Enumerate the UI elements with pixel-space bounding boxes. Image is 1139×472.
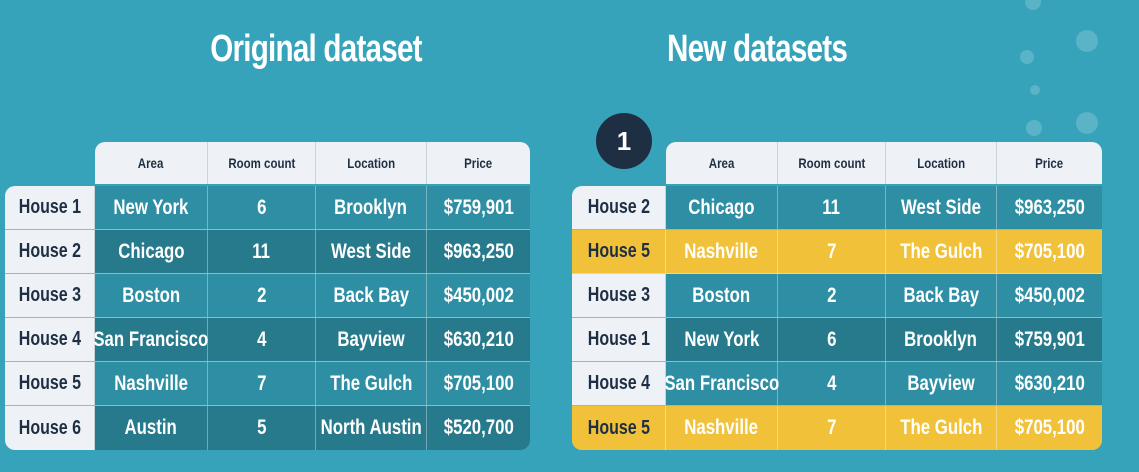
decor-bubble xyxy=(1076,112,1098,134)
table-row: House 4 San Francisco 4 Bayview $630,210 xyxy=(5,318,530,362)
cell-location: West Side xyxy=(886,186,997,229)
table-row: House 5 Nashville 7 The Gulch $705,100 xyxy=(572,230,1102,274)
cell-price: $450,002 xyxy=(427,274,530,317)
cell-location: Back Bay xyxy=(316,274,427,317)
cell-area: Austin xyxy=(95,406,208,450)
cell-room-count: 6 xyxy=(778,318,886,361)
cell-room-count: 5 xyxy=(208,406,316,450)
table-row: House 3 Boston 2 Back Bay $450,002 xyxy=(572,274,1102,318)
table-row: House 5 Nashville 7 The Gulch $705,100 xyxy=(572,406,1102,450)
row-label: House 5 xyxy=(572,230,666,273)
header-area: Area xyxy=(95,142,208,184)
table-header: Area Room count Location Price xyxy=(95,142,530,184)
cell-area: Chicago xyxy=(95,230,208,273)
row-label: House 4 xyxy=(5,318,95,361)
cell-room-count: 4 xyxy=(778,362,886,405)
cell-price: $705,100 xyxy=(997,230,1102,273)
header-room-count: Room count xyxy=(778,142,886,184)
cell-location: Bayview xyxy=(316,318,427,361)
decor-bubble xyxy=(1076,30,1098,52)
cell-room-count: 4 xyxy=(208,318,316,361)
cell-price: $705,100 xyxy=(997,406,1102,450)
header-area: Area xyxy=(666,142,778,184)
table-row: House 5 Nashville 7 The Gulch $705,100 xyxy=(5,362,530,406)
cell-price: $450,002 xyxy=(997,274,1102,317)
row-label: House 1 xyxy=(572,318,666,361)
table-row: House 1 New York 6 Brooklyn $759,901 xyxy=(572,318,1102,362)
new-datasets-title: New datasets xyxy=(666,28,848,70)
new-rows: House 2 Chicago 11 West Side $963,250 House 5… xyxy=(572,186,1102,450)
cell-area: San Francisco xyxy=(94,318,208,361)
original-dataset-title: Original dataset xyxy=(210,28,422,70)
cell-price: $759,901 xyxy=(427,186,530,229)
table-row: House 3 Boston 2 Back Bay $450,002 xyxy=(5,274,530,318)
header-location: Location xyxy=(886,142,997,184)
row-label: House 2 xyxy=(5,230,95,273)
cell-location: Bayview xyxy=(886,362,997,405)
cell-location: Back Bay xyxy=(886,274,997,317)
cell-price: $705,100 xyxy=(427,362,530,405)
cell-area: Nashville xyxy=(666,406,778,450)
decor-bubble xyxy=(1026,120,1042,136)
cell-room-count: 11 xyxy=(778,186,886,229)
cell-price: $520,700 xyxy=(427,406,530,450)
row-label: House 2 xyxy=(572,186,666,229)
table-row: House 6 Austin 5 North Austin $520,700 xyxy=(5,406,530,450)
cell-price: $630,210 xyxy=(427,318,530,361)
cell-price: $759,901 xyxy=(997,318,1102,361)
row-label: House 1 xyxy=(5,186,95,229)
decor-bubble xyxy=(1030,85,1040,95)
decor-bubble xyxy=(1020,50,1034,64)
header-price: Price xyxy=(1035,155,1064,171)
table-header: Area Room count Location Price xyxy=(666,142,1102,184)
cell-location: North Austin xyxy=(316,406,427,450)
row-label: House 3 xyxy=(5,274,95,317)
row-label: House 5 xyxy=(5,362,95,405)
cell-room-count: 2 xyxy=(778,274,886,317)
cell-price: $963,250 xyxy=(427,230,530,273)
table-row: House 1 New York 6 Brooklyn $759,901 xyxy=(5,186,530,230)
step-number-badge: 1 xyxy=(596,113,652,169)
table-row: House 2 Chicago 11 West Side $963,250 xyxy=(572,186,1102,230)
row-label: House 3 xyxy=(572,274,666,317)
cell-area: Boston xyxy=(666,274,778,317)
cell-area: Boston xyxy=(95,274,208,317)
cell-area: Chicago xyxy=(666,186,778,229)
cell-location: The Gulch xyxy=(886,230,997,273)
row-label: House 5 xyxy=(572,406,666,450)
original-dataset-table: Area Room count Location Price House 1 Ne… xyxy=(5,142,530,458)
table-row: House 2 Chicago 11 West Side $963,250 xyxy=(5,230,530,274)
cell-location: West Side xyxy=(316,230,427,273)
cell-area: New York xyxy=(666,318,778,361)
cell-area: San Francisco xyxy=(664,362,779,405)
cell-room-count: 11 xyxy=(208,230,316,273)
cell-room-count: 7 xyxy=(208,362,316,405)
cell-room-count: 6 xyxy=(208,186,316,229)
cell-price: $963,250 xyxy=(997,186,1102,229)
row-label: House 4 xyxy=(572,362,666,405)
decor-bubble xyxy=(1025,0,1041,10)
cell-room-count: 7 xyxy=(778,406,886,450)
header-price: Price xyxy=(464,155,493,171)
header-room-count: Room count xyxy=(208,142,316,184)
new-dataset-table: Area Room count Location Price House 2 Ch… xyxy=(572,142,1102,458)
cell-room-count: 7 xyxy=(778,230,886,273)
row-label: House 6 xyxy=(5,406,95,450)
cell-area: Nashville xyxy=(95,362,208,405)
cell-location: Brooklyn xyxy=(886,318,997,361)
cell-room-count: 2 xyxy=(208,274,316,317)
table-row: House 4 San Francisco 4 Bayview $630,210 xyxy=(572,362,1102,406)
cell-location: The Gulch xyxy=(316,362,427,405)
cell-area: New York xyxy=(95,186,208,229)
cell-location: The Gulch xyxy=(886,406,997,450)
cell-area: Nashville xyxy=(666,230,778,273)
cell-price: $630,210 xyxy=(997,362,1102,405)
cell-location: Brooklyn xyxy=(316,186,427,229)
header-location: Location xyxy=(316,142,427,184)
